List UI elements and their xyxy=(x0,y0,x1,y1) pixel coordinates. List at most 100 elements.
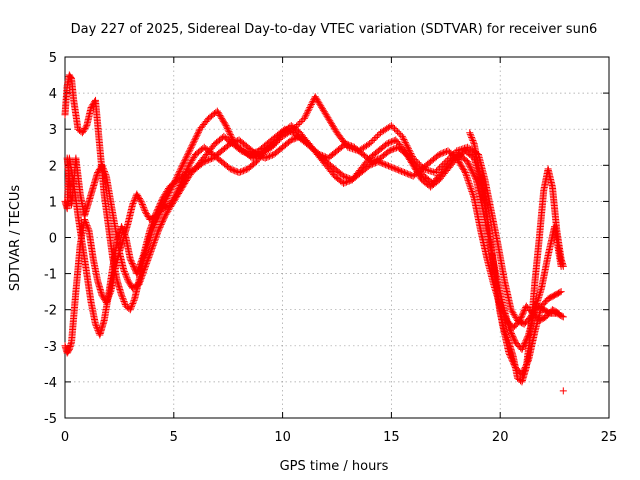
data-point xyxy=(460,166,468,174)
data-point xyxy=(99,163,107,171)
data-point xyxy=(393,166,401,174)
data-point xyxy=(443,147,451,155)
data-point xyxy=(194,128,202,136)
data-point xyxy=(405,146,413,154)
data-point xyxy=(454,146,462,154)
data-point xyxy=(134,265,142,273)
data-point xyxy=(82,219,90,227)
data-point xyxy=(158,195,166,203)
data-point xyxy=(324,114,332,122)
data-point xyxy=(127,257,135,265)
data-point xyxy=(219,117,227,125)
data-point xyxy=(176,167,184,175)
data-point xyxy=(148,220,156,228)
data-point xyxy=(464,159,472,167)
data-point xyxy=(401,137,409,145)
data-point xyxy=(404,143,412,151)
data-point xyxy=(389,123,397,131)
data-point xyxy=(120,266,128,274)
data-point xyxy=(150,214,158,222)
data-point xyxy=(119,296,127,304)
data-point xyxy=(153,231,161,239)
data-point xyxy=(208,155,216,163)
data-point xyxy=(129,261,137,269)
data-point xyxy=(119,294,127,302)
data-point xyxy=(137,276,145,284)
data-point xyxy=(504,335,512,343)
data-point xyxy=(102,171,110,179)
data-point xyxy=(555,309,563,317)
data-point xyxy=(281,125,289,133)
data-point xyxy=(402,140,410,148)
data-point xyxy=(307,102,315,110)
data-point xyxy=(518,312,526,320)
data-point xyxy=(371,156,379,164)
data-point xyxy=(379,159,387,167)
data-point xyxy=(403,170,411,178)
data-point xyxy=(556,288,564,296)
data-point xyxy=(137,259,145,267)
data-point xyxy=(559,387,567,395)
data-point xyxy=(156,201,164,209)
data-point xyxy=(120,229,128,237)
data-point xyxy=(149,241,157,249)
data-point xyxy=(147,246,155,254)
data-point xyxy=(151,237,159,245)
data-point xyxy=(294,121,302,129)
data-point xyxy=(383,161,391,169)
data-point xyxy=(462,144,470,152)
data-point xyxy=(320,152,328,160)
y-tick-label: -5 xyxy=(44,412,57,427)
data-point xyxy=(468,133,476,141)
data-point xyxy=(466,162,474,170)
data-point xyxy=(465,178,473,186)
data-point xyxy=(366,140,374,148)
data-point xyxy=(127,304,135,312)
data-point xyxy=(169,198,177,206)
data-point xyxy=(149,243,157,251)
data-point xyxy=(457,161,465,169)
data-point xyxy=(383,140,391,148)
data-point xyxy=(432,167,440,175)
data-point xyxy=(267,152,275,160)
data-point xyxy=(95,167,103,175)
x-tick-label: 0 xyxy=(61,430,69,445)
data-point xyxy=(143,258,151,266)
data-point xyxy=(469,138,477,146)
y-tick-label: 0 xyxy=(49,232,57,247)
data-point xyxy=(138,256,146,264)
data-point xyxy=(126,306,134,314)
data-point xyxy=(399,168,407,176)
data-point xyxy=(398,167,406,175)
data-point xyxy=(154,205,162,213)
data-point xyxy=(384,139,392,147)
data-point xyxy=(467,186,475,194)
data-point xyxy=(124,277,132,285)
data-point xyxy=(394,128,402,136)
data-point xyxy=(187,143,195,151)
data-point xyxy=(455,158,463,166)
data-point xyxy=(250,149,258,157)
data-point xyxy=(328,120,336,128)
data-point xyxy=(396,167,404,175)
data-point xyxy=(126,280,134,288)
data-point xyxy=(139,268,147,276)
data-point xyxy=(91,320,99,328)
data-point xyxy=(98,291,106,299)
data-point xyxy=(388,146,396,154)
data-point xyxy=(471,173,479,181)
data-point xyxy=(119,227,127,235)
data-point xyxy=(84,225,92,233)
data-point xyxy=(146,225,154,233)
data-point xyxy=(172,194,180,202)
data-point xyxy=(150,240,158,248)
data-point xyxy=(189,139,197,147)
data-point xyxy=(130,198,138,206)
data-point xyxy=(122,272,130,280)
data-point xyxy=(559,313,567,321)
data-point xyxy=(459,164,467,172)
data-point xyxy=(152,210,160,218)
data-point xyxy=(136,279,144,287)
data-point xyxy=(158,218,166,226)
